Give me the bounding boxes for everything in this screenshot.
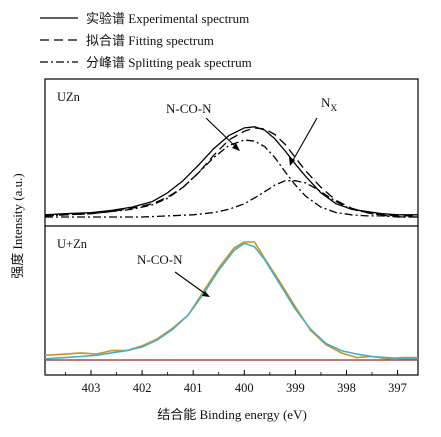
annotation-arrow-nx — [291, 117, 318, 163]
annotation-arrow-n-co-n-top — [205, 117, 238, 149]
x-axis-ticks: 403 402 401 400 399 398 397 — [65, 370, 407, 395]
annotation-arrowhead-n-co-n-top — [232, 143, 240, 151]
x-axis-label: 结合能 Binding energy (eV) — [157, 407, 307, 422]
annotation-arrowhead-n-co-n-bottom — [202, 291, 210, 297]
legend: 实验谱 Experimental spectrum 拟合谱 Fitting sp… — [40, 11, 252, 70]
series-line-p1-1 — [44, 126, 418, 216]
bottom-panel-series — [44, 241, 418, 361]
x-tick-label: 398 — [337, 381, 356, 395]
annotation-n-co-n-bottom: N-CO-N — [137, 252, 183, 267]
legend-label-experimental: 实验谱 Experimental spectrum — [86, 11, 249, 26]
x-tick-label: 402 — [133, 381, 152, 395]
series-line-p1-3 — [44, 139, 418, 218]
panel-label-uzn: UZn — [57, 90, 81, 104]
annotation-nx: NX — [321, 95, 337, 114]
legend-label-fitting: 拟合谱 Fitting spectrum — [86, 33, 214, 48]
panel-label-u-zn: U+Zn — [57, 237, 88, 251]
annotation-arrow-n-co-n-bottom — [174, 271, 208, 296]
x-tick-label: 399 — [286, 381, 305, 395]
series-line-p1-2 — [44, 127, 418, 217]
annotation-nx-main: N — [321, 95, 331, 110]
plot-frame — [44, 78, 419, 376]
annotation-n-co-n-top: N-CO-N — [166, 101, 212, 116]
x-tick-label: 400 — [235, 381, 254, 395]
series-line-p2-2 — [44, 242, 418, 360]
x-tick-label: 397 — [388, 381, 407, 395]
series-line-p2-1 — [44, 241, 418, 360]
x-tick-label: 403 — [82, 381, 101, 395]
legend-label-splitting: 分峰谱 Splitting peak spectrum — [86, 55, 252, 70]
x-tick-label: 401 — [184, 381, 203, 395]
series-line-p1-4 — [45, 180, 418, 218]
annotation-nx-subscript: X — [330, 104, 337, 114]
top-panel-series — [44, 126, 418, 218]
y-axis-label: 强度 Intensity (a.u.) — [10, 173, 25, 278]
annotation-arrowhead-nx — [289, 157, 295, 166]
